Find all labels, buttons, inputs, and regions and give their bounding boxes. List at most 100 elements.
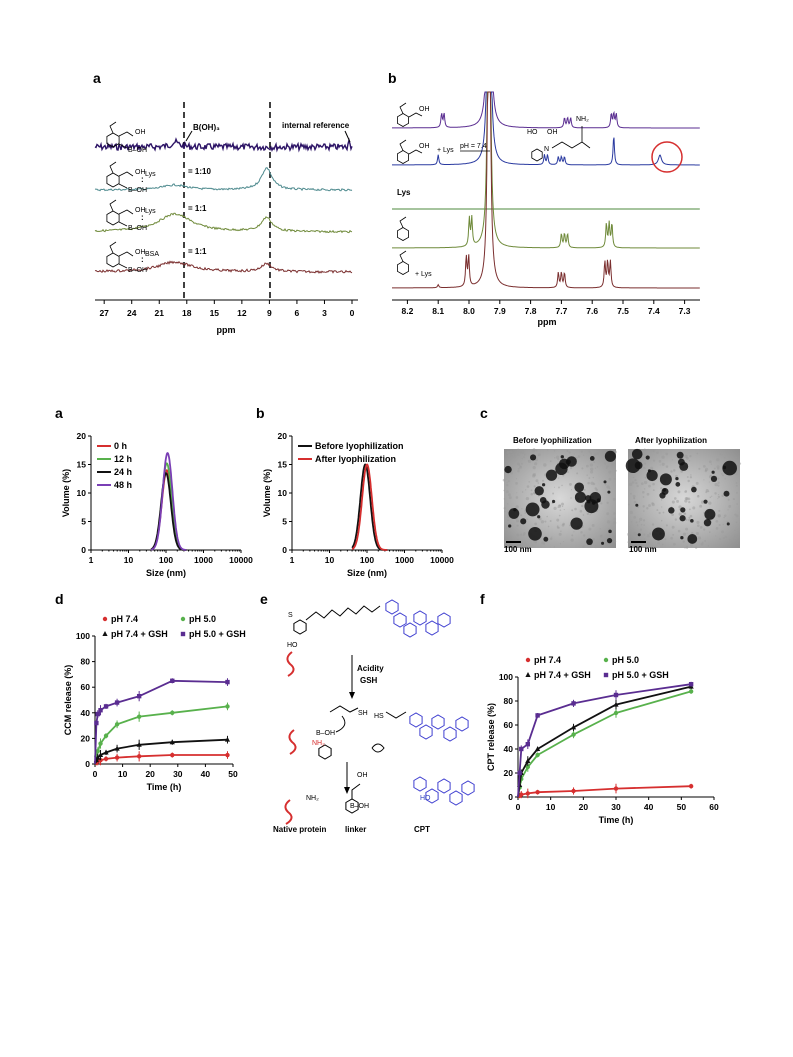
grain [520,514,523,517]
nh2-label-mid: NH₂ [312,740,325,747]
grain [721,494,724,498]
legend-entry: 48 h [114,480,132,490]
grain [658,511,661,515]
grain [661,543,664,546]
grain [670,470,673,473]
grain [613,477,616,480]
grain [590,467,594,471]
grain [530,489,533,492]
grain [700,542,704,546]
grain [630,521,633,523]
grain [643,533,646,536]
y-tick-label: 40 [504,744,514,754]
grain [580,531,583,534]
nanoparticle [608,529,612,534]
nanoparticle [723,490,730,497]
grain [512,454,516,458]
grain [525,497,530,501]
grain [640,482,644,486]
grain [734,529,736,532]
nanoparticle [604,450,616,462]
phenyl-ring-icon [106,210,120,226]
grain [677,490,681,494]
grain [651,523,655,526]
grain [593,461,596,463]
grain [507,453,511,458]
legend-marker [525,657,531,663]
grain [515,478,518,480]
grain [549,519,552,522]
grain [684,497,688,500]
cpt-ring-icon [437,612,451,628]
grain [722,474,724,477]
adduct-ring-icon [531,148,543,162]
top-b-tick-label: 8.2 [401,306,413,316]
phenyl-ring-icon [106,132,120,148]
grain [521,491,524,493]
linker-oh: OH [357,772,368,779]
grain [553,506,557,510]
grain [542,479,545,482]
grain [644,467,646,469]
bottom-panel-e-label: e [260,591,268,607]
nanoparticle [637,533,641,537]
grain [708,481,710,483]
grain [596,452,600,456]
grain [643,524,645,526]
grain [685,527,689,531]
grain [568,451,571,454]
carbonyl-bond-icon [399,216,407,228]
grain [608,470,612,474]
grain [537,482,540,484]
mid-cpt-ring-icon [419,724,433,740]
grain [587,481,590,485]
grain [571,534,574,537]
data-point [535,746,541,751]
grain [657,541,661,545]
grain [521,508,523,510]
grain [659,464,661,466]
grain [664,538,667,541]
carbonyl-bond-icon [399,102,407,114]
data-point [525,758,531,763]
grain [688,516,691,519]
grain [699,504,703,508]
ratio-lys-110: = 1:10 [188,167,211,176]
bottom-panel-a: a 1 10 100 1000 10000 0 5 10 15 20 Size (nm) Volume… [55,405,253,578]
grain [642,491,645,494]
grain [581,504,584,508]
grain [719,453,722,455]
boronic-bond-icon [408,112,423,118]
grain [632,476,635,479]
grain [722,537,725,540]
nanoparticle [710,475,718,482]
data-point [570,724,577,730]
legend-marker [180,616,186,622]
grain [627,532,631,536]
x-tick-label: 40 [201,769,211,779]
grain [676,499,680,503]
nanoparticle [726,522,730,526]
grain [556,518,560,522]
data-point [114,722,120,727]
grain [686,532,688,534]
grain [705,488,709,492]
oh-label: OH [419,143,430,150]
grain [631,481,635,484]
grain [515,519,520,523]
phenyl-ring-icon [396,113,410,127]
grain [646,541,650,545]
grain [507,480,510,483]
bottom-panel-b: b 1 10 100 1000 10000 0 5 10 15 20 Size (nm) Volume… [256,405,454,578]
y-axis-label: Volume (%) [262,469,272,517]
bottom-panel-a-label: a [55,405,63,421]
plus-lys-row2: + Lys [437,147,454,154]
grain [561,484,563,487]
mid-cpt-ring-icon [431,714,445,730]
grain [634,479,637,482]
mid-linker-chain-icon [329,705,359,713]
grain [636,484,639,488]
grain [506,481,508,484]
grain [627,541,630,543]
grain [579,509,583,513]
